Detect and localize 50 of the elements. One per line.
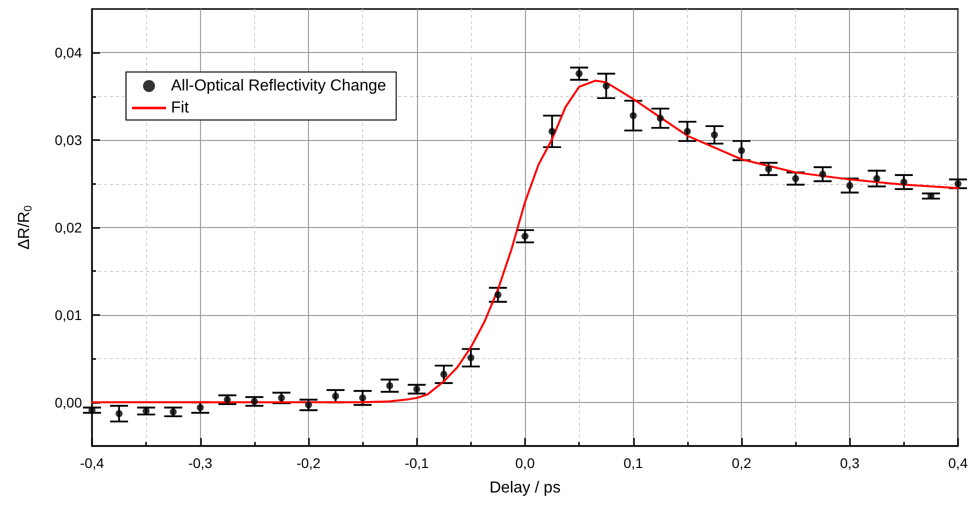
y-tick-label: 0,03 bbox=[54, 132, 82, 148]
point bbox=[792, 175, 800, 182]
point bbox=[413, 386, 420, 393]
point bbox=[116, 410, 123, 418]
x-tick-label: 0,2 bbox=[732, 455, 752, 471]
x-axis-title: Delay / ps bbox=[489, 480, 561, 496]
point bbox=[250, 398, 258, 405]
point bbox=[548, 128, 556, 135]
point bbox=[846, 182, 854, 190]
point bbox=[954, 180, 962, 188]
point bbox=[684, 128, 691, 135]
point bbox=[710, 131, 718, 138]
point bbox=[819, 170, 826, 178]
point bbox=[576, 70, 583, 78]
point bbox=[765, 165, 772, 172]
x-tick-label: -0,4 bbox=[80, 455, 104, 471]
x-tick-label: 0,0 bbox=[515, 455, 535, 471]
point bbox=[196, 404, 204, 412]
point bbox=[440, 370, 448, 378]
legend-label: Fit bbox=[171, 100, 190, 116]
point bbox=[305, 401, 312, 408]
point bbox=[656, 114, 664, 122]
y-tick-label: 0,04 bbox=[54, 44, 82, 61]
x-tick-label: 0,4 bbox=[948, 455, 968, 471]
point bbox=[602, 82, 610, 90]
legend-label: All-Optical Reflectivity Change bbox=[171, 78, 386, 94]
point bbox=[278, 394, 285, 402]
point bbox=[630, 112, 637, 120]
point bbox=[170, 408, 177, 416]
point bbox=[738, 147, 745, 154]
point bbox=[88, 406, 96, 414]
point bbox=[522, 232, 528, 240]
x-tick-label: 0,1 bbox=[624, 455, 644, 471]
point bbox=[332, 392, 340, 400]
point bbox=[224, 396, 231, 404]
point bbox=[873, 175, 880, 182]
x-tick-label: -0,1 bbox=[404, 455, 430, 471]
y-tick-label: 0,02 bbox=[54, 220, 82, 236]
y-tick-label: 0,01 bbox=[54, 306, 82, 323]
x-tick-label: -0,2 bbox=[296, 455, 321, 471]
x-tick-label: 0,3 bbox=[840, 455, 860, 471]
point bbox=[359, 394, 366, 402]
point bbox=[142, 408, 150, 415]
point bbox=[467, 354, 474, 362]
x-tick-label: -0,3 bbox=[188, 455, 213, 471]
point bbox=[386, 382, 394, 390]
y-axis-title: ΔR/R0 bbox=[16, 205, 34, 250]
y-tick-label: 0,00 bbox=[54, 394, 82, 410]
point bbox=[900, 178, 908, 186]
point bbox=[494, 291, 502, 298]
